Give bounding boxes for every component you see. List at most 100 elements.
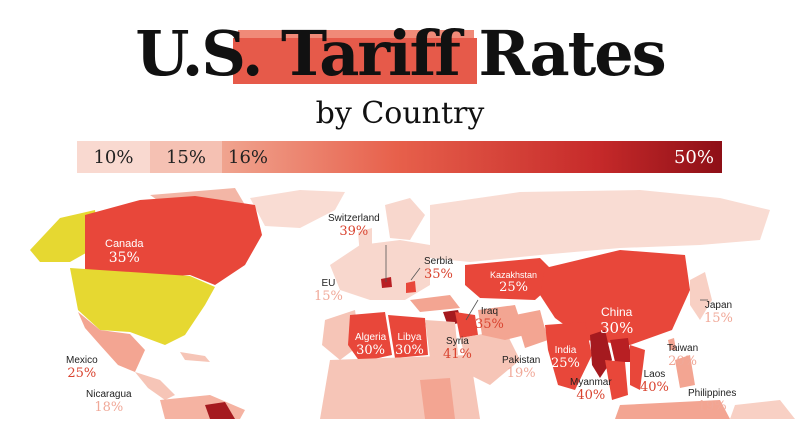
- label-india: India 25%: [551, 345, 580, 371]
- legend-label-10: 10%: [93, 146, 134, 168]
- label-japan-name: Japan: [704, 300, 733, 311]
- label-canada: Canada 35%: [105, 238, 144, 266]
- label-myanmar: Myanmar 40%: [570, 377, 612, 403]
- label-eu: EU 15%: [314, 278, 343, 304]
- label-libya: Libya 30%: [395, 332, 424, 358]
- map-china: [540, 250, 690, 345]
- label-china: China 30%: [600, 305, 633, 337]
- page-title: U.S. Tariff Rates: [135, 17, 666, 90]
- label-kazakhstan: Kazakhstan 25%: [490, 270, 537, 295]
- map-india: [545, 322, 592, 390]
- map-australia: [730, 400, 795, 419]
- map-south-africa-region: [420, 378, 455, 419]
- callout-line-iraq: [465, 299, 479, 321]
- label-syria: Syria 41%: [443, 336, 472, 362]
- map-africa-south: [320, 355, 480, 419]
- map-usa: [70, 268, 215, 345]
- label-philippines: Philippines 19%: [688, 388, 736, 414]
- label-nicaragua: Nicaragua 18%: [86, 389, 132, 415]
- map-egypt: [425, 320, 458, 358]
- label-iraq-name: Iraq: [480, 306, 499, 317]
- map-brazil: [205, 402, 235, 419]
- legend-label-16: 16%: [228, 146, 269, 168]
- label-algeria-rate: 30%: [356, 343, 386, 358]
- map-turkey: [410, 295, 460, 312]
- map-serbia: [406, 281, 416, 293]
- legend-item-10: 10%: [77, 141, 150, 173]
- legend-label-15: 15%: [165, 146, 206, 168]
- map-kazakhstan: [465, 258, 560, 300]
- label-pakistan-rate: 19%: [506, 366, 536, 381]
- label-laos-name: Laos: [643, 369, 666, 380]
- map-svg: [30, 188, 795, 419]
- map-philippines: [675, 355, 695, 388]
- map-scandinavia: [385, 198, 425, 240]
- map-pakistan: [515, 310, 548, 348]
- map-iraq: [455, 312, 478, 338]
- label-taiwan: Taiwan 20%: [667, 343, 698, 369]
- label-nicaragua-rate: 18%: [94, 400, 124, 415]
- label-eu-rate: 15%: [314, 289, 343, 304]
- map-central-america: [135, 372, 175, 400]
- map-vietnam: [630, 345, 645, 390]
- label-algeria-name: Algeria: [355, 332, 387, 343]
- map-alaska: [30, 210, 100, 262]
- label-myanmar-rate: 40%: [576, 388, 606, 403]
- label-pakistan: Pakistan 19%: [502, 355, 540, 381]
- label-taiwan-rate: 20%: [668, 354, 698, 369]
- label-canada-name: Canada: [105, 238, 144, 250]
- title-block: U.S. Tariff Rates by Country: [0, 0, 800, 140]
- label-libya-rate: 30%: [395, 343, 424, 358]
- label-syria-name: Syria: [446, 336, 469, 347]
- label-switzerland-rate: 39%: [339, 224, 369, 239]
- brush-stroke: [233, 38, 477, 84]
- label-laos-rate: 40%: [640, 380, 669, 395]
- label-nicaragua-name: Nicaragua: [86, 389, 132, 400]
- map-caribbean: [180, 352, 210, 362]
- label-kazakhstan-rate: 25%: [499, 280, 528, 295]
- legend-label-50: 50%: [673, 146, 714, 168]
- map-switzerland: [381, 277, 392, 288]
- label-serbia: Serbia 35%: [424, 256, 453, 282]
- label-india-name: India: [554, 345, 577, 356]
- label-algeria: Algeria 30%: [355, 332, 386, 358]
- label-india-rate: 25%: [551, 356, 580, 371]
- label-mexico-rate: 25%: [67, 366, 97, 381]
- map-europe: [330, 240, 430, 300]
- label-eu-name: EU: [321, 278, 336, 289]
- map-uk: [358, 228, 372, 256]
- label-iraq: Iraq 35%: [475, 306, 504, 332]
- map-russia: [430, 190, 770, 262]
- label-taiwan-name: Taiwan: [667, 343, 699, 354]
- brush-stroke-highlight: [238, 30, 474, 40]
- label-syria-rate: 41%: [443, 347, 472, 362]
- legend-gradient: 16% 50%: [222, 141, 722, 173]
- label-canada-rate: 35%: [108, 250, 140, 266]
- label-china-rate: 30%: [600, 319, 634, 337]
- label-japan: Japan 15%: [704, 300, 733, 326]
- label-kazakhstan-name: Kazakhstan: [490, 270, 538, 280]
- map-canada: [85, 196, 262, 285]
- label-philippines-rate: 19%: [697, 399, 727, 414]
- label-mexico: Mexico 25%: [66, 355, 98, 381]
- label-pakistan-name: Pakistan: [502, 355, 541, 366]
- label-serbia-name: Serbia: [424, 256, 453, 267]
- label-philippines-name: Philippines: [688, 388, 737, 399]
- label-switzerland: Switzerland 39%: [328, 213, 380, 239]
- label-switzerland-name: Switzerland: [328, 213, 380, 224]
- map-thailand: [605, 360, 628, 400]
- label-libya-name: Libya: [397, 332, 422, 343]
- tariff-legend: 10% 15% 16% 50%: [77, 141, 722, 173]
- label-myanmar-name: Myanmar: [570, 377, 612, 388]
- page-subtitle: by Country: [315, 96, 485, 131]
- map-indonesia: [615, 400, 730, 419]
- map-middle-east: [460, 330, 520, 385]
- label-laos: Laos 40%: [640, 369, 669, 395]
- label-serbia-rate: 35%: [424, 267, 453, 282]
- map-algeria: [348, 312, 392, 362]
- map-iran: [478, 305, 525, 340]
- map-greenland: [250, 190, 345, 228]
- map-laos: [610, 338, 632, 362]
- map-taiwan: [668, 338, 676, 350]
- label-japan-rate: 15%: [704, 311, 733, 326]
